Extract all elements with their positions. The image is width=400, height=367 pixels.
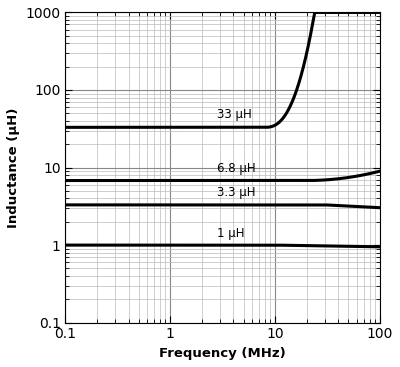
X-axis label: Frequency (MHz): Frequency (MHz): [159, 347, 286, 360]
Y-axis label: Inductance (μH): Inductance (μH): [7, 108, 20, 228]
Text: 6.8 μH: 6.8 μH: [217, 162, 256, 175]
Text: 3.3 μH: 3.3 μH: [217, 186, 256, 200]
Text: 1 μH: 1 μH: [217, 227, 245, 240]
Text: 33 μH: 33 μH: [217, 108, 252, 121]
